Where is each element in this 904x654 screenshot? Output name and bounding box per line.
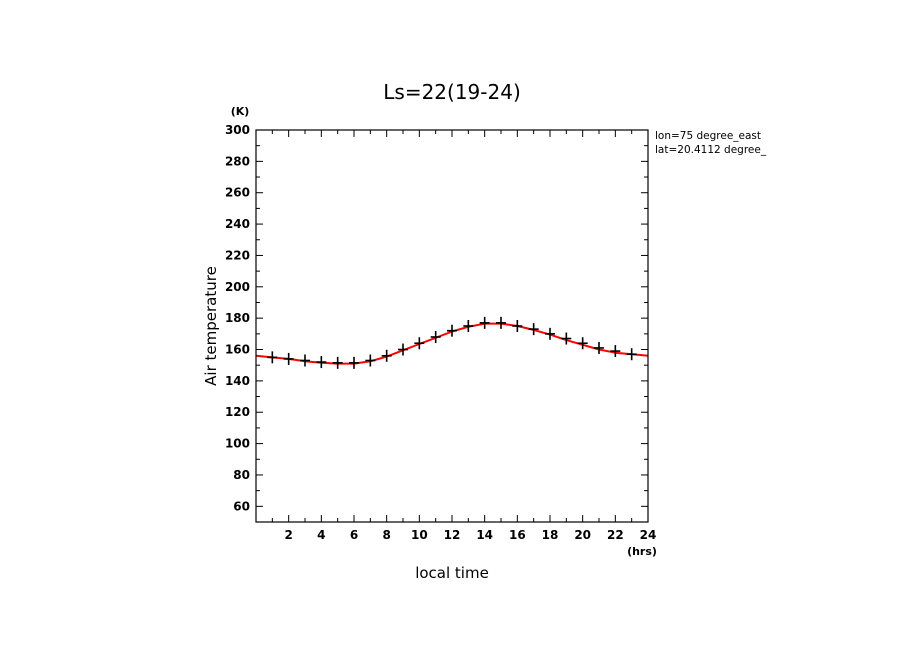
chart-title: Ls=22(19-24)	[383, 80, 521, 104]
x-tick-label: 24	[640, 528, 657, 542]
observation-marker	[626, 348, 637, 361]
observation-marker	[381, 349, 392, 362]
y-unit-label: (K)	[231, 105, 250, 118]
y-axis-title: Air temperature	[202, 266, 220, 386]
plot-frame	[255, 129, 649, 523]
observation-marker	[300, 354, 310, 367]
observation-marker	[267, 351, 278, 364]
y-tick-label: 100	[225, 437, 250, 451]
y-tick-label: 120	[225, 405, 250, 419]
observation-marker	[561, 332, 572, 345]
tick-labels: 2 4 6 8 10 12 14 16 18 20 22 2460801001201401601802…	[225, 123, 656, 542]
y-tick-label: 140	[225, 374, 250, 388]
series-layer	[255, 316, 649, 369]
y-tick-label: 60	[233, 499, 250, 513]
x-tick-label: 22	[607, 528, 624, 542]
observation-marker	[349, 356, 359, 369]
y-tick-label: 240	[225, 217, 250, 231]
observation-marker	[463, 320, 474, 332]
x-tick-label: 12	[444, 528, 461, 542]
x-tick-label: 10	[411, 528, 428, 542]
observation-marker	[447, 324, 457, 337]
y-tick-label: 80	[233, 468, 250, 482]
observation-marker	[496, 316, 506, 329]
observation-marker	[365, 354, 376, 367]
x-tick-label: 2	[284, 528, 292, 542]
y-tick-label: 280	[225, 154, 250, 168]
observation-marker	[512, 320, 523, 332]
y-tick-label: 260	[225, 186, 250, 200]
annotation-lon: lon=75 degree_east	[655, 130, 761, 142]
x-unit-label: (hrs)	[627, 545, 657, 558]
observation-marker	[430, 330, 441, 343]
annotation-lat: lat=20.4112 degree_	[655, 144, 767, 156]
x-tick-label: 6	[350, 528, 358, 542]
observation-marker	[332, 356, 343, 369]
x-tick-label: 14	[476, 528, 493, 542]
y-tick-label: 200	[225, 280, 250, 294]
y-tick-label: 160	[225, 343, 250, 357]
y-tick-label: 180	[225, 311, 250, 325]
observation-marker	[528, 323, 539, 336]
observation-marker	[414, 337, 425, 350]
observation-marker	[316, 356, 327, 369]
observation-marker	[398, 343, 408, 356]
observation-marker	[610, 345, 621, 358]
observation-marker	[577, 337, 588, 350]
observation-marker	[594, 341, 604, 354]
x-axis-title: local time	[415, 564, 489, 582]
observation-marker	[283, 352, 294, 365]
y-tick-label: 220	[225, 248, 250, 262]
x-tick-label: 4	[317, 528, 325, 542]
y-tick-label: 300	[225, 123, 250, 137]
x-tick-label: 18	[542, 528, 559, 542]
x-tick-label: 20	[574, 528, 591, 542]
x-tick-label: 16	[509, 528, 526, 542]
x-tick-label: 8	[382, 528, 390, 542]
observation-marker	[545, 327, 555, 340]
axis-ticks	[256, 130, 648, 522]
observation-marker	[479, 316, 490, 329]
